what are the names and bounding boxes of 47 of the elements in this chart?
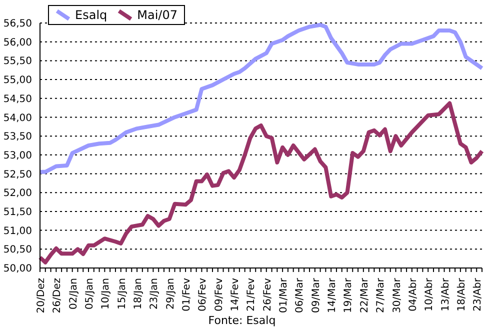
x-tick-label: 15/Jan (116, 278, 128, 310)
y-tick-label: 50,50 (3, 244, 32, 256)
y-tick-label: 53,50 (3, 132, 32, 143)
x-tick-label: 23/Abr (472, 277, 484, 312)
x-tick-label: 10/Jan (100, 278, 112, 310)
y-tick-label: 52,50 (3, 169, 32, 180)
x-tick-label: 20/Dez (36, 278, 47, 314)
legend-label: Mai/07 (137, 8, 178, 22)
x-tick-label: 10/Abr (424, 277, 436, 312)
x-tick-label: 01/Fev (182, 278, 193, 312)
y-tick-label: 50,00 (3, 264, 32, 275)
y-tick-label: 54,00 (3, 112, 32, 124)
x-tick-label: 02/Jan (68, 278, 80, 310)
x-tick-label: 26/Dez (52, 278, 64, 314)
x-tick-label: 19/Mar (343, 277, 354, 313)
x-tick-label: 04/Abr (408, 277, 419, 312)
y-tick-label: 55,00 (3, 75, 32, 86)
x-tick-label: 09/Mar (310, 277, 322, 313)
x-tick-label: 01/Mar (278, 277, 290, 313)
y-tick-label: 52,00 (3, 188, 32, 200)
x-tick-label: 18/Abr (456, 277, 468, 312)
y-tick-label: 55,50 (3, 56, 32, 68)
y-tick-label: 51,00 (3, 226, 32, 237)
x-tick-label: 06/Mar (294, 277, 306, 313)
x-tick-label: 21/Fev (246, 278, 258, 312)
x-tick-label: 22/Mar (359, 277, 370, 313)
x-tick-label: 09/Fev (214, 278, 225, 312)
x-tick-label: 14/Fev (230, 278, 242, 312)
y-tick-label: 54,50 (3, 94, 32, 105)
y-tick-label: 51,50 (3, 207, 32, 218)
x-tick-label: 14/Mar (327, 277, 338, 313)
y-tick-label: 56,50 (3, 18, 32, 30)
x-tick-label: 13/Abr (440, 277, 452, 312)
source-note: Fonte: Esalq (207, 314, 277, 327)
x-tick-label: 06/Fev (198, 278, 209, 312)
line-series (38, 23, 484, 174)
x-tick-label: 29/Jan (165, 278, 176, 310)
x-tick-label: 23/Jan (149, 278, 160, 310)
y-tick-label: 53,00 (3, 150, 32, 162)
legend-label: Esalq (75, 8, 108, 22)
x-tick-label: 05/Jan (84, 278, 96, 310)
x-tick-label: 27/Mar (376, 277, 387, 313)
x-tick-label: 18/Jan (133, 278, 144, 310)
x-tick-label: 30/Mar (392, 277, 403, 313)
y-tick-label: 56,00 (3, 37, 32, 48)
x-tick-label: 26/Fev (262, 278, 274, 312)
line-series (38, 101, 484, 264)
